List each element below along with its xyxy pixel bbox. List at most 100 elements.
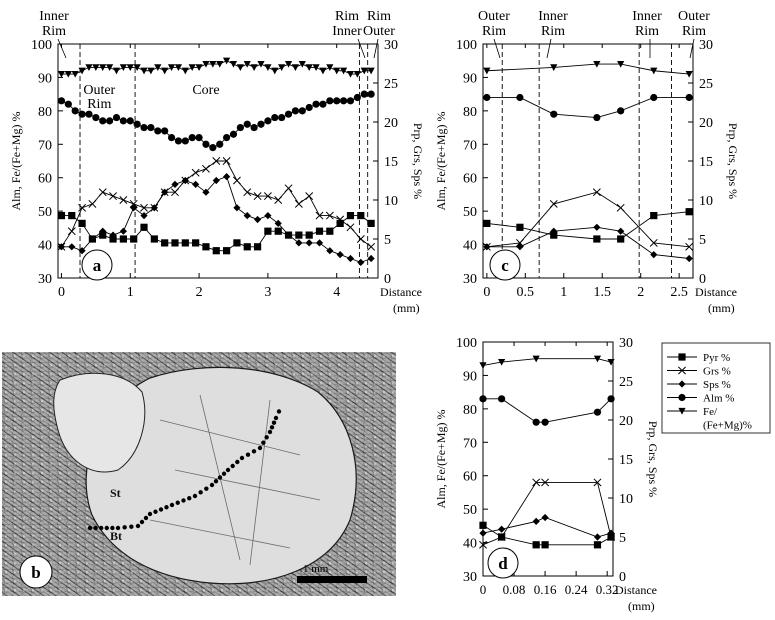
data-point: [305, 192, 314, 201]
data-point: [112, 67, 121, 75]
data-point: [161, 127, 169, 135]
data-point: [532, 517, 540, 525]
x-axis-title: Distance: [615, 583, 657, 597]
plot-frame: [482, 43, 694, 279]
data-point: [57, 243, 66, 251]
data-point: [92, 113, 100, 122]
data-point: [78, 110, 86, 118]
data-point: [263, 192, 272, 201]
y-tick-label: 30: [463, 272, 477, 287]
data-point: [532, 418, 540, 426]
series-line: [61, 60, 372, 75]
annotation-label: Rim: [541, 24, 565, 39]
y-tick-label: 80: [463, 403, 477, 418]
legend-label: Grs %: [703, 366, 731, 378]
x-tick-label: 1: [127, 285, 134, 300]
data-point: [99, 117, 107, 125]
annotation-label: Inner: [39, 9, 69, 24]
data-point: [312, 100, 320, 108]
traverse-point: [87, 525, 93, 531]
data-point: [593, 408, 602, 416]
data-point: [236, 64, 244, 71]
series-line: [486, 63, 690, 75]
annotation-label: Rim: [635, 24, 659, 39]
data-point: [650, 67, 658, 75]
data-point: [250, 64, 258, 71]
annotation-label: Outer: [83, 83, 115, 98]
data-point: [99, 64, 107, 71]
data-point: [498, 525, 506, 533]
y-tick-label: 40: [38, 239, 52, 254]
data-point: [685, 254, 693, 263]
data-point: [130, 235, 138, 243]
annotation-label: Rim: [682, 24, 706, 39]
data-point: [223, 57, 231, 65]
traverse-point: [192, 493, 198, 499]
panel-label-circle: [489, 249, 521, 281]
traverse-point: [271, 420, 277, 425]
y2-tick-label: 10: [699, 194, 713, 209]
plot-frame: [482, 341, 614, 577]
rim-arrow: [57, 38, 67, 59]
annotation-label: Rim: [335, 9, 359, 24]
y-tick-label: 70: [38, 138, 52, 153]
panel-label-b: b: [31, 563, 40, 582]
x-tick-label: 3: [264, 285, 271, 300]
data-point: [346, 223, 355, 232]
data-point: [129, 199, 138, 208]
data-point: [181, 137, 189, 145]
data-point: [253, 243, 262, 251]
data-point: [222, 157, 231, 165]
annotation-label: Rim: [87, 97, 111, 112]
data-point: [498, 395, 506, 403]
traverse-point: [209, 482, 215, 488]
y-axis-title: Alm, Fe/(Fe+Mg) %: [9, 111, 23, 210]
data-point: [271, 67, 279, 75]
data-point: [339, 67, 348, 75]
data-point: [298, 60, 306, 68]
data-point: [126, 64, 134, 71]
traverse-point: [269, 425, 275, 430]
data-point: [479, 362, 487, 369]
x-axis-title: Distance: [695, 285, 737, 299]
data-point: [616, 203, 625, 212]
annotation-label: Inner: [538, 9, 568, 24]
data-point: [212, 176, 220, 185]
data-point: [140, 67, 148, 75]
data-point: [650, 212, 658, 220]
data-point: [649, 238, 658, 247]
data-point: [140, 212, 148, 220]
data-point: [243, 60, 251, 68]
data-point: [71, 70, 79, 78]
y-tick-label: 60: [463, 470, 477, 485]
legend-marker: [678, 407, 686, 415]
y2-tick-label: 0: [619, 570, 626, 585]
traverse-point: [153, 509, 158, 514]
traverse-point: [147, 511, 153, 517]
y2-axis-title: Prp, Grs, Sps %: [726, 123, 740, 199]
panel-label-circle: [487, 547, 519, 579]
data-point: [67, 227, 76, 236]
data-point: [106, 117, 114, 125]
data-point: [78, 247, 86, 255]
data-point: [284, 60, 293, 68]
data-point: [483, 93, 491, 102]
data-point: [593, 478, 602, 487]
data-point: [295, 231, 303, 239]
data-point: [202, 60, 210, 68]
data-point: [109, 235, 117, 243]
data-point: [130, 204, 138, 212]
x-tick-label: 1: [560, 285, 567, 300]
data-point: [483, 219, 491, 227]
data-point: [550, 231, 558, 239]
data-point: [57, 212, 66, 220]
data-point: [133, 120, 141, 128]
data-point: [99, 231, 107, 239]
data-point: [188, 134, 196, 142]
data-point: [479, 529, 487, 537]
data-point: [291, 64, 300, 71]
traverse-point: [264, 435, 269, 440]
traverse-point: [261, 440, 266, 445]
traverse-point: [267, 429, 273, 435]
